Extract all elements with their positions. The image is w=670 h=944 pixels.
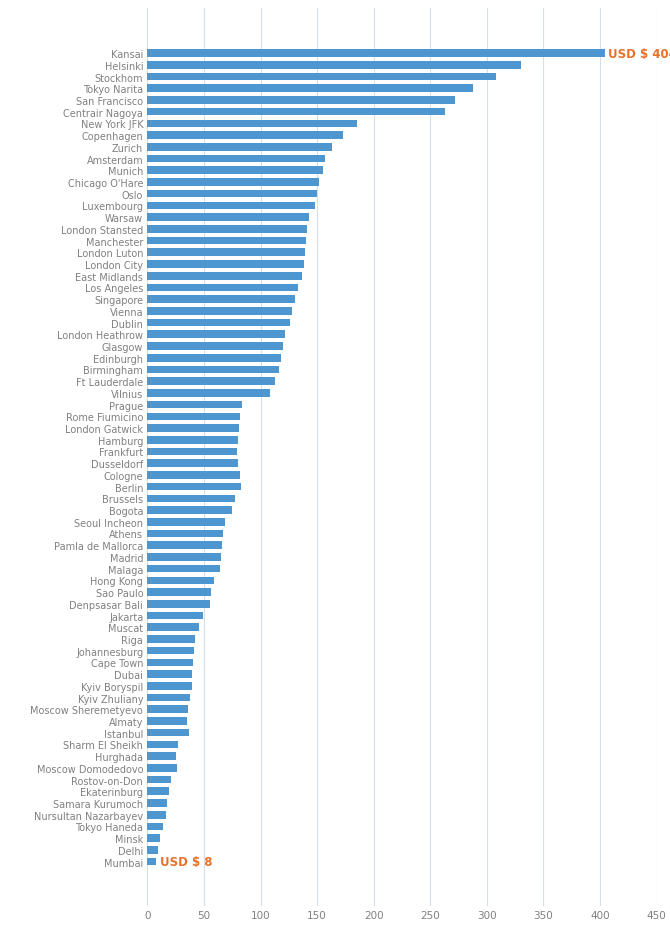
Bar <box>147 74 496 81</box>
Bar <box>147 261 304 268</box>
Bar <box>147 50 604 58</box>
Bar <box>147 425 239 432</box>
Bar <box>147 62 521 70</box>
Bar <box>147 366 279 374</box>
Bar <box>147 683 192 690</box>
Bar <box>147 531 223 538</box>
Bar <box>147 776 171 784</box>
Bar <box>147 811 165 818</box>
Bar <box>147 741 178 749</box>
Bar <box>147 800 167 807</box>
Text: USD $ 404: USD $ 404 <box>608 47 670 60</box>
Bar <box>147 448 237 456</box>
Bar <box>147 132 343 140</box>
Bar <box>147 436 238 444</box>
Bar <box>147 648 194 655</box>
Bar <box>147 109 445 116</box>
Bar <box>147 331 285 339</box>
Bar <box>147 577 214 584</box>
Text: USD $ 8: USD $ 8 <box>160 855 212 868</box>
Bar <box>147 694 190 701</box>
Bar <box>147 542 222 549</box>
Bar <box>147 565 220 573</box>
Bar <box>147 624 200 632</box>
Bar <box>147 495 234 502</box>
Bar <box>147 846 157 853</box>
Bar <box>147 191 317 198</box>
Bar <box>147 507 232 514</box>
Bar <box>147 167 323 175</box>
Bar <box>147 308 292 315</box>
Bar <box>147 589 211 597</box>
Bar <box>147 179 320 187</box>
Bar <box>147 858 157 866</box>
Bar <box>147 355 281 362</box>
Bar <box>147 752 176 760</box>
Bar <box>147 343 283 350</box>
Bar <box>147 765 177 772</box>
Bar <box>147 823 163 831</box>
Bar <box>147 729 189 736</box>
Bar <box>147 717 187 725</box>
Bar <box>147 600 210 608</box>
Bar <box>147 659 193 666</box>
Bar <box>147 143 332 151</box>
Bar <box>147 472 240 480</box>
Bar <box>147 635 195 643</box>
Bar <box>147 85 473 93</box>
Bar <box>147 226 307 233</box>
Bar <box>147 273 302 280</box>
Bar <box>147 378 275 385</box>
Bar <box>147 460 238 467</box>
Bar <box>147 834 160 842</box>
Bar <box>147 518 226 526</box>
Bar <box>147 97 455 105</box>
Bar <box>147 319 290 327</box>
Bar <box>147 156 325 163</box>
Bar <box>147 202 315 210</box>
Bar <box>147 553 221 561</box>
Bar <box>147 670 192 678</box>
Bar <box>147 238 306 245</box>
Bar <box>147 296 295 304</box>
Bar <box>147 214 310 222</box>
Bar <box>147 612 203 619</box>
Bar <box>147 787 169 795</box>
Bar <box>147 706 188 714</box>
Bar <box>147 121 356 128</box>
Bar <box>147 413 240 421</box>
Bar <box>147 249 305 257</box>
Bar <box>147 390 269 397</box>
Bar <box>147 483 241 491</box>
Bar <box>147 284 298 292</box>
Bar <box>147 401 243 409</box>
